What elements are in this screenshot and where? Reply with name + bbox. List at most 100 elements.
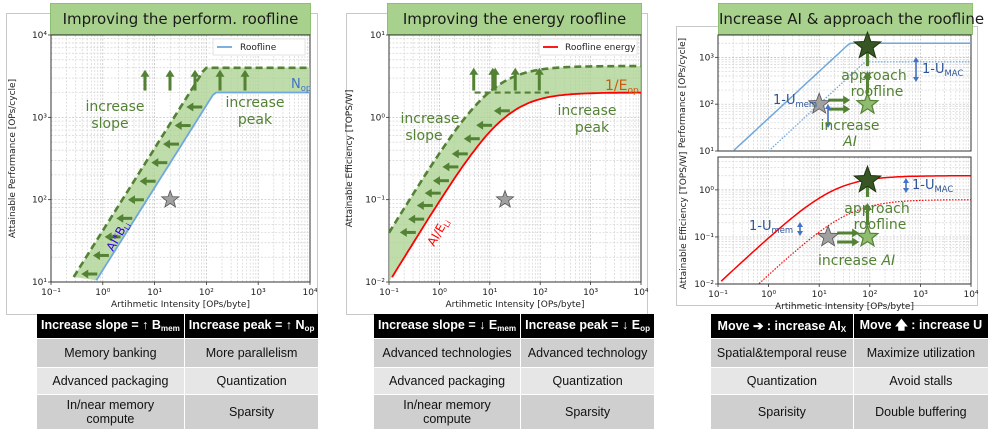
chart1-xtick-label: 10⁴ [302, 288, 317, 298]
chart2-workload-star [495, 189, 515, 208]
chart3b-increase-ai-arrow-2-head [852, 237, 860, 247]
chart3a-utilized-roofline-line [768, 61, 971, 152]
chart3b-approach-text-2: roofline [854, 217, 907, 233]
chart2-peak-arrow-head [469, 67, 479, 75]
table-cell: Avoid stalls [853, 367, 988, 395]
chart1-slope-arrow-head [104, 232, 112, 242]
chart1-xtick-label: 10⁰ [95, 288, 110, 298]
chart3b-ylabel: Attainable Efficiency [TOPS/W] [679, 152, 689, 290]
chart2-axes-frame [388, 34, 642, 283]
chart1-increase-peak-text: increase [225, 95, 284, 111]
chart2-xlabel: Artihmetic Intensity [OPs/byte] [446, 300, 585, 310]
chart3b-xtick-label: 10¹ [812, 290, 827, 300]
chart1-ytick-label: 10² [32, 196, 47, 206]
panel-1-table: Increase slope = ↑ Bmem Increase peak = … [37, 314, 319, 429]
chart1-ytick-label: 10⁴ [32, 31, 47, 41]
chart1-xtick-label: 10² [199, 288, 214, 298]
chart1-improved-roofline-line [72, 66, 310, 278]
table-header-row: Increase slope = ↑ Bmem Increase peak = … [37, 314, 319, 339]
table-row: Quantization Avoid stalls [711, 367, 988, 395]
chart2-slope-arrow-head [424, 188, 432, 198]
chart2-ylabel: Attainable Efficiency [TOPS/W] [345, 90, 355, 228]
table-cell: Sparsity [184, 394, 319, 429]
table-row: Memory banking More parallelism [37, 338, 319, 368]
table-header: Increase slope = ↑ Bmem [37, 314, 185, 339]
table-cell: Double buffering [853, 394, 988, 429]
chart3b-umem-label: 1-Umem [749, 219, 793, 235]
panel-3-table: Move ➔ : increase AIX Move 🡅 : increase … [711, 314, 988, 429]
chart2-xtick-label: 10⁴ [633, 288, 648, 298]
chart3b-grid: 10⁻¹ 10⁰ 10¹ 10² 10³ 10⁴10⁻²10⁻¹10⁰Artihmetic… [679, 152, 979, 312]
chart1-increase-peak-text-2: peak [238, 112, 273, 128]
chart1-slope-arrow-head [186, 102, 194, 112]
chart2-xtick-label: 10⁰ [432, 288, 447, 298]
chart1-xtick-label: 10³ [251, 288, 266, 298]
chart3b-increase-text: increase AI [818, 253, 895, 269]
chart3b-increase-ai-arrow-head [852, 228, 860, 238]
chart1-legend: Roofline [212, 38, 306, 56]
chart3a-approach-arrow-head [862, 71, 872, 79]
table-row: In/near memory compute Sparsity [37, 394, 319, 429]
table-header-row: Increase slope = ↓ Emem Increase peak = … [374, 314, 655, 339]
chart3b-increased-ai-star [855, 224, 880, 248]
table-row: Sparisity Double buffering [711, 394, 988, 429]
chart3b-approach-arrow-head [862, 202, 872, 210]
chart3a-ytick-label: 10² [699, 100, 714, 110]
table-row: Advanced technologies Advanced technology [374, 338, 655, 368]
chart3a-increase-ai-arrow-2-head [843, 104, 851, 114]
chart1-roofline-line [95, 91, 310, 281]
chart1-peak-arrow-head [215, 69, 225, 77]
table-cell: Memory banking [37, 338, 185, 368]
chart2-slope-arrow-head [432, 176, 440, 186]
chart2-slope-arrow-head [493, 106, 501, 116]
chart3a-increase-ai-arrow-head [843, 95, 851, 105]
chart1-slope-arrow-head [92, 250, 100, 260]
chart2-xtick-label: 10³ [583, 288, 598, 298]
chart3b-xtick-label: 10⁻¹ [708, 290, 728, 300]
table-header: Move ➔ : increase AIX [711, 314, 854, 339]
table-cell: Advanced technologies [374, 338, 522, 368]
chart3b-xlabel: Artihmetic Intensity [OPs/byte] [775, 302, 914, 312]
chart1-xtick-label: 10¹ [147, 288, 162, 298]
chart3a-ai-text: AI [842, 134, 857, 150]
chart1-peak-arrow-head [190, 69, 200, 77]
chart3b-umem-arrow-head-bottom [797, 231, 803, 236]
chart3a-approach-text: approach [841, 68, 907, 84]
chart3a-approach-text-2: roofline [851, 84, 904, 100]
table-cell: In/near memory compute [37, 394, 185, 429]
chart3b-ytick-label: 10⁻² [694, 280, 714, 290]
chart3a-roofline-line [733, 42, 971, 152]
table-header: Increase peak = ↓ Eop [520, 314, 655, 339]
chart3a-ylabel: Performance [OPs/cycle] [678, 38, 688, 148]
chart2-ytick-label: 10⁻¹ [365, 196, 385, 206]
chart2-ytick-label: 10¹ [370, 31, 385, 41]
panel-2-table: Increase slope = ↓ Emem Increase peak = … [374, 314, 655, 429]
chart2-slope-arrow-head [476, 120, 484, 130]
chart3b-approach-text: approach [844, 201, 910, 217]
chart2-legend: Roofline energy [538, 38, 638, 56]
chart2-slope-arrow-head [408, 214, 416, 224]
chart1-ytick-label: 10¹ [32, 278, 47, 288]
chart3b-plot-bg [718, 157, 971, 284]
chart1-slope-arrow-head [81, 269, 89, 279]
chart2-slope-arrow-head [416, 200, 424, 210]
chart1-slope-arrow-head [116, 213, 124, 223]
table-cell: Advanced packaging [374, 367, 522, 395]
table-header: Increase peak = ↑ Nop [184, 314, 319, 339]
chart3a-ytick-label: 10¹ [699, 147, 714, 157]
chart3b-umem-arrow-head-top [797, 222, 803, 227]
chart2-peak-arrow-head [534, 67, 544, 75]
table-header: Move 🡅 : increase U [853, 314, 988, 339]
chart1-peak-arrow-head [165, 69, 175, 77]
chart3b-xtick-label: 10³ [913, 290, 928, 300]
chart2-slope-arrow-head [442, 162, 450, 172]
chart1-peak-arrow-head [140, 69, 150, 77]
chart2-increase-peak-text-2: peak [575, 120, 610, 136]
chart1-legend-box [212, 38, 306, 56]
chart3a-umac-arrow-head-bottom [913, 77, 919, 82]
chart3b-xtick-label: 10⁴ [963, 290, 978, 300]
chart2-slope-arrow-head [463, 134, 471, 144]
chart2-xtick-label: 10² [533, 288, 548, 298]
chart3b-xtick-label: 10² [862, 290, 877, 300]
